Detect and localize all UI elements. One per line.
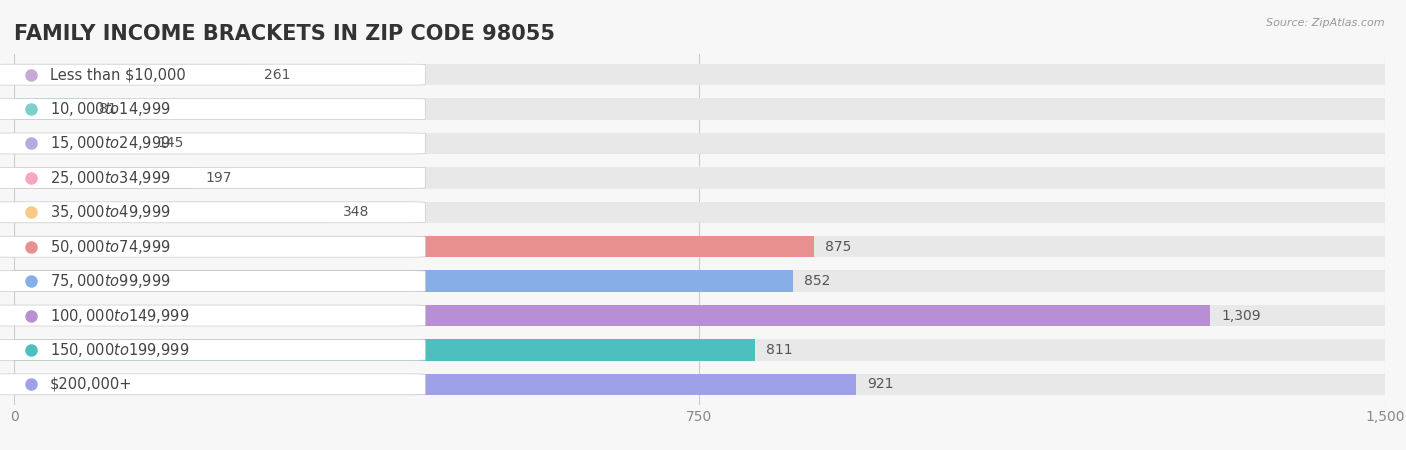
Text: 1,309: 1,309 (1222, 309, 1261, 323)
Text: $200,000+: $200,000+ (49, 377, 132, 392)
Text: 875: 875 (825, 240, 851, 254)
Bar (14, 374, 856, 395)
Bar (14, 305, 1385, 326)
FancyBboxPatch shape (0, 305, 425, 326)
Text: 81: 81 (98, 102, 117, 116)
Bar (14, 374, 1385, 395)
Text: $150,000 to $199,999: $150,000 to $199,999 (49, 341, 190, 359)
FancyBboxPatch shape (0, 236, 425, 257)
FancyBboxPatch shape (0, 133, 425, 154)
Bar (14, 236, 1385, 257)
FancyBboxPatch shape (0, 270, 425, 292)
Bar (14, 99, 1385, 120)
Bar (14, 339, 755, 360)
Text: $50,000 to $74,999: $50,000 to $74,999 (49, 238, 170, 256)
Text: $100,000 to $149,999: $100,000 to $149,999 (49, 306, 190, 324)
Text: $25,000 to $34,999: $25,000 to $34,999 (49, 169, 170, 187)
Text: Source: ZipAtlas.com: Source: ZipAtlas.com (1267, 18, 1385, 28)
Bar (14, 305, 1211, 326)
Text: $10,000 to $14,999: $10,000 to $14,999 (49, 100, 170, 118)
Text: 811: 811 (766, 343, 793, 357)
Text: Less than $10,000: Less than $10,000 (49, 67, 186, 82)
FancyBboxPatch shape (0, 64, 425, 85)
Text: 348: 348 (343, 205, 370, 219)
Bar (14, 167, 194, 189)
Bar (14, 236, 814, 257)
Bar (14, 167, 1385, 189)
FancyBboxPatch shape (0, 202, 425, 223)
Text: 261: 261 (263, 68, 290, 81)
Bar (14, 99, 89, 120)
Bar (14, 133, 1385, 154)
FancyBboxPatch shape (0, 167, 425, 189)
Text: $15,000 to $24,999: $15,000 to $24,999 (49, 135, 170, 153)
Text: 197: 197 (205, 171, 232, 185)
Text: $75,000 to $99,999: $75,000 to $99,999 (49, 272, 170, 290)
FancyBboxPatch shape (0, 339, 425, 360)
Text: $35,000 to $49,999: $35,000 to $49,999 (49, 203, 170, 221)
Bar (14, 64, 253, 86)
Text: 921: 921 (866, 378, 893, 392)
Text: 852: 852 (804, 274, 830, 288)
FancyBboxPatch shape (0, 99, 425, 120)
Bar (14, 270, 793, 292)
Bar (14, 133, 146, 154)
Text: FAMILY INCOME BRACKETS IN ZIP CODE 98055: FAMILY INCOME BRACKETS IN ZIP CODE 98055 (14, 24, 555, 44)
Bar (14, 339, 1385, 360)
FancyBboxPatch shape (0, 374, 425, 395)
Bar (14, 270, 1385, 292)
Bar (14, 202, 332, 223)
Bar (14, 202, 1385, 223)
Text: 145: 145 (157, 136, 184, 150)
Bar (14, 64, 1385, 86)
